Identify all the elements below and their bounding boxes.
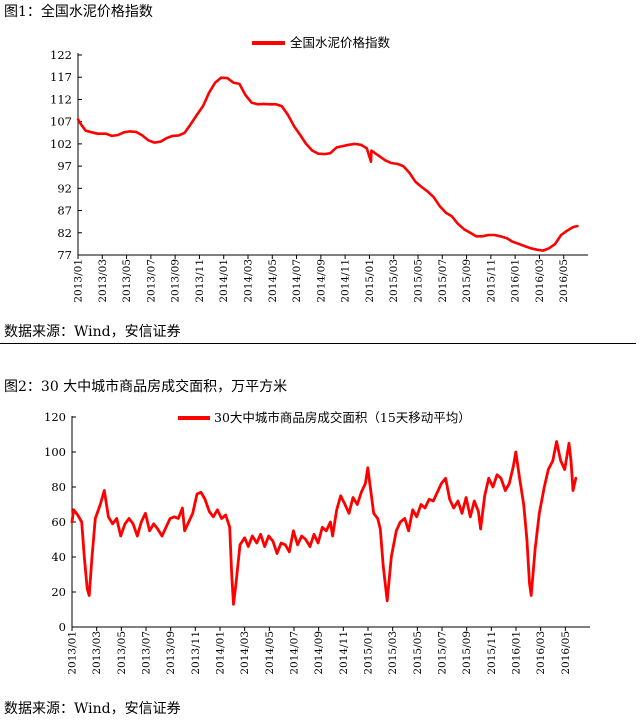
x-tick-label: 2014/03 — [243, 259, 255, 303]
x-tick-label: 2013/07 — [145, 259, 157, 303]
x-tick-label: 2014/07 — [289, 631, 301, 675]
series-line-cement-index — [76, 76, 579, 252]
x-tick-label: 2015/09 — [461, 259, 473, 303]
y-tick-label: 122 — [50, 48, 72, 62]
y-tick-label: 120 — [44, 410, 66, 424]
x-tick-label: 2015/03 — [387, 631, 399, 675]
x-tick-label: 2016/05 — [558, 259, 570, 303]
y-tick-label: 102 — [50, 137, 72, 151]
x-tick-label: 2015/09 — [461, 631, 473, 675]
x-tick-label: 2015/05 — [413, 259, 425, 303]
y-tick-label: 100 — [44, 445, 66, 459]
x-tick-label: 2013/09 — [170, 259, 182, 303]
x-tick-label: 2014/01 — [218, 259, 230, 303]
x-tick-label: 2013/05 — [116, 631, 128, 675]
x-tick-label: 2013/03 — [91, 631, 103, 675]
y-tick-label: 117 — [50, 70, 72, 84]
legend-label: 全国水泥价格指数 — [290, 35, 391, 50]
y-tick-label: 97 — [57, 159, 72, 173]
figure2-title: 图2：30 大中城市商品房成交面积，万平方米 — [4, 379, 288, 395]
x-tick-label: 2015/01 — [364, 259, 376, 303]
x-tick-label: 2014/05 — [264, 631, 276, 675]
x-tick-label: 2016/05 — [560, 631, 572, 675]
x-tick-label: 2014/03 — [239, 631, 251, 675]
legend-label: 30大中城市商品房成交面积（15天移动平均） — [214, 410, 471, 425]
x-tick-label: 2013/01 — [73, 259, 85, 303]
y-tick-label: 77 — [57, 248, 72, 262]
y-tick-label: 20 — [51, 585, 66, 599]
y-tick-label: 60 — [51, 515, 66, 529]
x-tick-label: 2013/07 — [141, 631, 153, 675]
figure2-source: 数据来源：Wind，安信证券 — [4, 701, 181, 717]
y-tick-label: 40 — [51, 550, 66, 564]
y-tick-label: 92 — [57, 181, 72, 195]
divider — [0, 343, 636, 344]
x-tick-label: 2013/05 — [121, 259, 133, 303]
x-tick-label: 2014/07 — [291, 259, 303, 303]
y-tick-label: 82 — [57, 226, 72, 240]
cement-price-chart: 全国水泥价格指数 77 82 87 92 97 102 107 112 117 122 2013/… — [50, 35, 588, 303]
housing-sales-chart: 30大中城市商品房成交面积（15天移动平均） 0 20 40 60 80 100 120 2… — [44, 410, 590, 675]
x-tick-label: 2015/03 — [388, 259, 400, 303]
x-tick-label: 2015/07 — [437, 631, 449, 675]
x-tick-label: 2014/09 — [315, 259, 327, 303]
x-tick-label: 2014/05 — [267, 259, 279, 303]
series-line-housing-sales — [70, 440, 578, 606]
y-tick-label: 80 — [51, 480, 66, 494]
x-tick-label: 2016/01 — [510, 259, 522, 303]
x-tick-label: 2014/09 — [313, 631, 325, 675]
y-tick-label: 112 — [50, 92, 72, 106]
x-tick-label: 2015/11 — [485, 259, 497, 303]
x-tick-label: 2015/07 — [437, 259, 449, 303]
x-tick-label: 2014/11 — [338, 631, 350, 675]
x-tick-label: 2016/03 — [535, 631, 547, 675]
y-tick-label: 87 — [57, 204, 72, 218]
x-tick-label: 2015/01 — [363, 631, 375, 675]
x-tick-label: 2014/11 — [340, 259, 352, 303]
x-tick-label: 2013/11 — [194, 259, 206, 303]
y-tick-label: 107 — [50, 115, 72, 129]
x-tick-label: 2013/03 — [97, 259, 109, 303]
y-tick-label: 0 — [59, 620, 66, 634]
x-tick-label: 2016/01 — [511, 631, 523, 675]
x-tick-label: 2013/09 — [165, 631, 177, 675]
x-tick-label: 2015/11 — [486, 631, 498, 675]
x-tick-label: 2014/01 — [215, 631, 227, 675]
x-tick-label: 2013/11 — [190, 631, 202, 675]
figure1-source: 数据来源：Wind，安信证券 — [4, 324, 181, 340]
figure1-title: 图1：全国水泥价格指数 — [4, 4, 153, 20]
legend: 30大中城市商品房成交面积（15天移动平均） — [178, 410, 471, 425]
x-tick-label: 2015/05 — [412, 631, 424, 675]
x-tick-label: 2013/01 — [67, 631, 79, 675]
x-tick-label: 2016/03 — [534, 259, 546, 303]
legend: 全国水泥价格指数 — [252, 35, 391, 50]
